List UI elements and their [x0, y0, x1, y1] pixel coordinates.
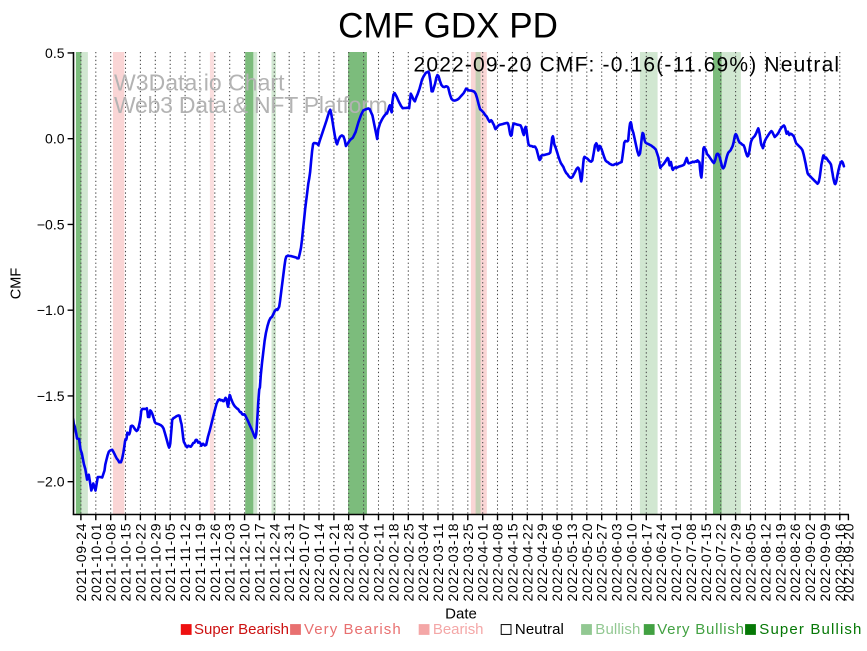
svg-text:2021-10-22: 2021-10-22	[132, 523, 148, 601]
svg-text:2021-11-26: 2021-11-26	[207, 523, 223, 601]
svg-text:2022-04-08: 2022-04-08	[490, 523, 506, 601]
svg-text:2022-05-27: 2022-05-27	[594, 523, 610, 601]
svg-text:2022-04-15: 2022-04-15	[504, 523, 520, 601]
svg-text:2022-05-13: 2022-05-13	[564, 523, 580, 601]
svg-text:2022-07-29: 2022-07-29	[728, 523, 744, 601]
svg-text:2022-09-02: 2022-09-02	[802, 523, 818, 601]
svg-text:2022-04-01: 2022-04-01	[475, 523, 491, 601]
svg-text:Date: Date	[445, 606, 477, 623]
svg-text:2021-12-31: 2021-12-31	[281, 523, 297, 601]
svg-text:2022-08-12: 2022-08-12	[757, 523, 773, 601]
svg-text:2022-01-28: 2022-01-28	[341, 523, 357, 601]
svg-text:−1.0: −1.0	[37, 302, 65, 318]
svg-text:Web3 Data & NFT Platform: Web3 Data & NFT Platform	[114, 92, 388, 118]
svg-text:2021-10-29: 2021-10-29	[147, 523, 163, 601]
svg-text:2022-03-04: 2022-03-04	[415, 523, 431, 601]
svg-text:−2.0: −2.0	[37, 474, 65, 490]
svg-text:2022-07-15: 2022-07-15	[698, 523, 714, 601]
svg-text:Super Bullish: Super Bullish	[759, 621, 861, 638]
svg-text:0.0: 0.0	[45, 131, 65, 147]
svg-text:2022-02-11: 2022-02-11	[371, 523, 387, 601]
svg-text:Super Bearish: Super Bearish	[194, 621, 289, 638]
svg-text:2022-06-17: 2022-06-17	[638, 523, 654, 601]
svg-text:Very Bearish: Very Bearish	[304, 621, 401, 638]
svg-text:0.5: 0.5	[45, 45, 65, 61]
svg-text:2022-02-04: 2022-02-04	[356, 523, 372, 601]
svg-text:2022-04-29: 2022-04-29	[534, 523, 550, 601]
svg-text:2022-06-10: 2022-06-10	[624, 523, 640, 601]
svg-text:Very Bullish: Very Bullish	[657, 621, 744, 638]
svg-text:2022-07-22: 2022-07-22	[713, 523, 729, 601]
svg-text:2021-12-24: 2021-12-24	[266, 523, 282, 601]
svg-text:2022-09-20: 2022-09-20	[840, 523, 856, 601]
svg-text:2022-08-26: 2022-08-26	[787, 523, 803, 601]
svg-text:2022-08-05: 2022-08-05	[743, 523, 759, 601]
svg-text:2022-03-25: 2022-03-25	[460, 523, 476, 601]
svg-text:2021-11-19: 2021-11-19	[192, 523, 208, 601]
svg-text:2022-07-08: 2022-07-08	[683, 523, 699, 601]
svg-text:2021-12-03: 2021-12-03	[222, 523, 238, 601]
svg-text:−1.5: −1.5	[37, 388, 65, 404]
svg-text:Bullish: Bullish	[595, 621, 640, 638]
svg-text:2021-11-05: 2021-11-05	[162, 523, 178, 601]
svg-text:2022-05-06: 2022-05-06	[549, 523, 565, 601]
svg-text:2022-08-19: 2022-08-19	[772, 523, 788, 601]
svg-text:CMF GDX PD: CMF GDX PD	[338, 6, 558, 45]
svg-text:2021-11-12: 2021-11-12	[177, 523, 193, 601]
svg-text:2022-01-14: 2022-01-14	[311, 523, 327, 601]
svg-text:2022-03-11: 2022-03-11	[430, 523, 446, 601]
svg-text:−0.5: −0.5	[37, 216, 65, 232]
svg-text:2022-05-20: 2022-05-20	[579, 523, 595, 601]
svg-text:2022-06-03: 2022-06-03	[609, 523, 625, 601]
svg-text:2022-06-24: 2022-06-24	[653, 523, 669, 601]
svg-text:2022-02-18: 2022-02-18	[385, 523, 401, 601]
svg-text:2022-07-01: 2022-07-01	[668, 523, 684, 601]
svg-text:2022-09-20 CMF: -0.16(-11.69%): 2022-09-20 CMF: -0.16(-11.69%) Neutral	[414, 54, 840, 77]
svg-text:2022-03-18: 2022-03-18	[445, 523, 461, 601]
svg-text:2021-10-01: 2021-10-01	[88, 523, 104, 601]
svg-text:Bearish: Bearish	[433, 621, 484, 638]
svg-text:Neutral: Neutral	[515, 621, 564, 638]
svg-text:2022-01-21: 2022-01-21	[326, 523, 342, 601]
svg-text:2022-02-25: 2022-02-25	[400, 523, 416, 601]
svg-text:2021-10-08: 2021-10-08	[103, 523, 119, 601]
svg-text:2021-12-10: 2021-12-10	[237, 523, 253, 601]
svg-text:2021-10-15: 2021-10-15	[118, 523, 134, 601]
svg-text:2022-09-16: 2022-09-16	[832, 523, 848, 601]
svg-text:W3Data.io Chart: W3Data.io Chart	[114, 70, 285, 96]
svg-text:2022-09-09: 2022-09-09	[817, 523, 833, 601]
svg-text:2022-04-22: 2022-04-22	[519, 523, 535, 601]
svg-text:CMF: CMF	[9, 268, 25, 300]
svg-text:2021-12-17: 2021-12-17	[252, 523, 268, 601]
svg-text:2022-01-07: 2022-01-07	[296, 523, 312, 601]
svg-text:2021-09-24: 2021-09-24	[73, 523, 89, 601]
